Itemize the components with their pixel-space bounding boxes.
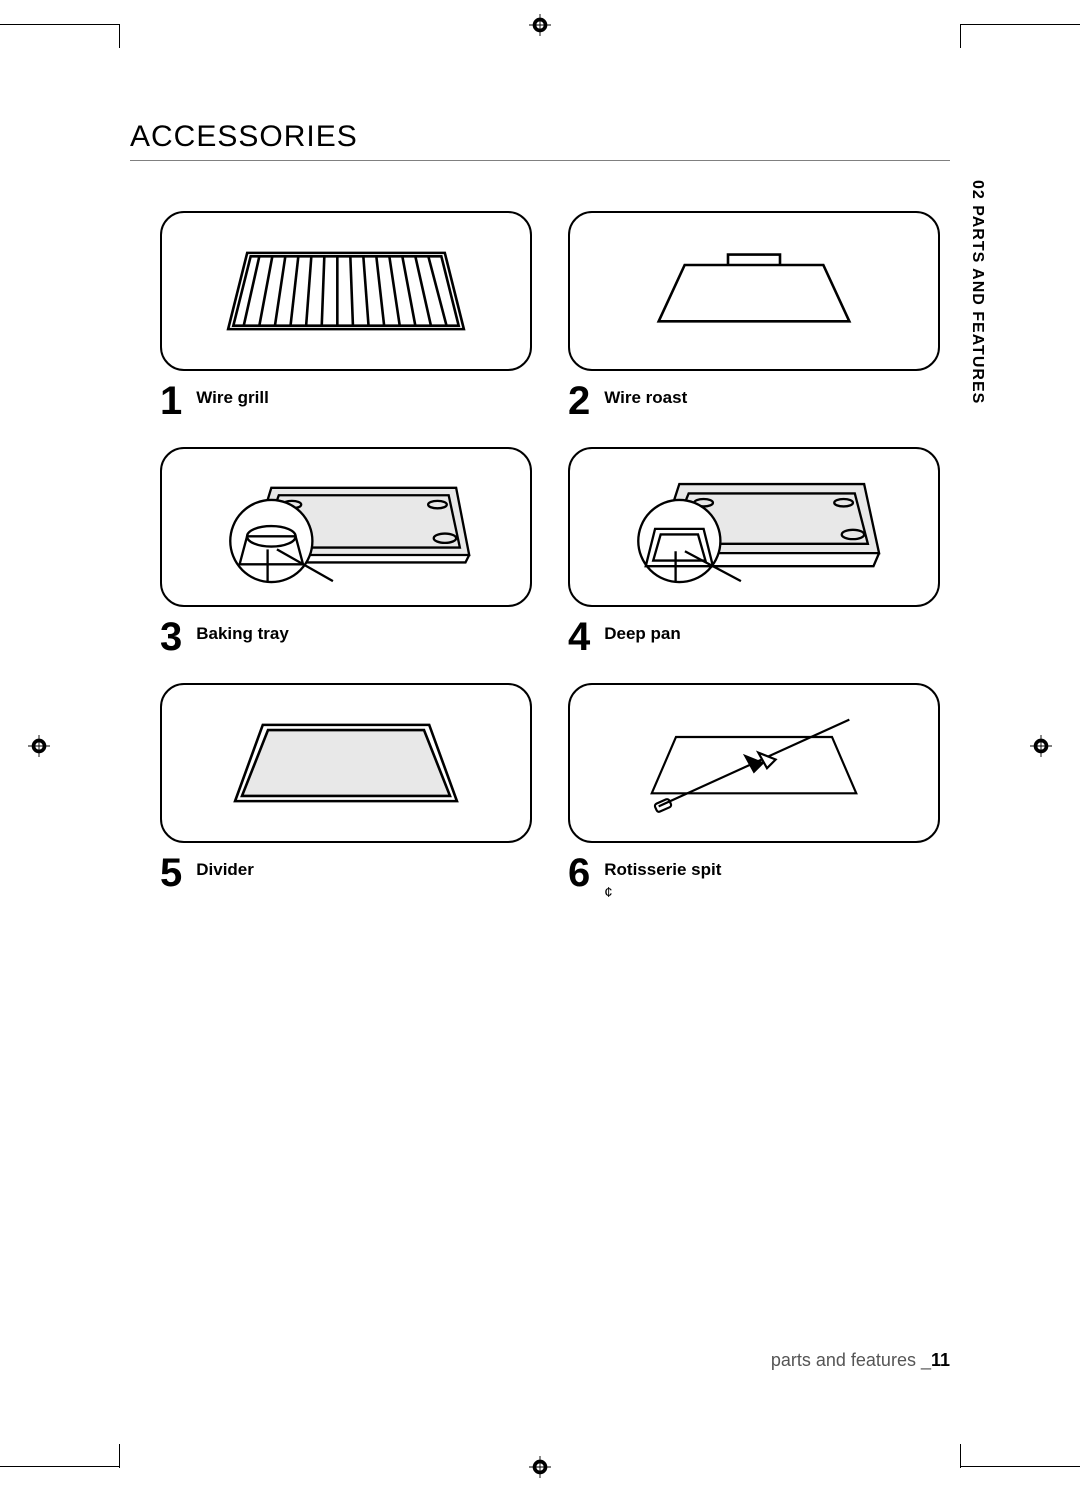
item-label: Deep pan xyxy=(604,617,681,645)
caption: 6 Rotisserie spit ¢ xyxy=(568,853,940,903)
divider-icon xyxy=(160,683,532,843)
item-number: 4 xyxy=(568,617,590,657)
item-number: 5 xyxy=(160,853,182,893)
accessory-item: 4 Deep pan xyxy=(568,447,940,657)
item-number: 2 xyxy=(568,381,590,421)
deep-pan-icon xyxy=(568,447,940,607)
item-label: Divider xyxy=(196,853,254,881)
crop-corner xyxy=(0,1466,120,1467)
item-label-sub: ¢ xyxy=(604,884,612,901)
registration-mark-icon xyxy=(529,1456,551,1478)
accessory-item: 3 Baking tray xyxy=(160,447,532,657)
item-number: 1 xyxy=(160,381,182,421)
accessory-item: 6 Rotisserie spit ¢ xyxy=(568,683,940,903)
item-label: Wire roast xyxy=(604,381,687,409)
caption: 1 Wire grill xyxy=(160,381,532,421)
caption: 3 Baking tray xyxy=(160,617,532,657)
crop-marks-top xyxy=(0,24,1080,25)
caption: 5 Divider xyxy=(160,853,532,893)
item-number: 3 xyxy=(160,617,182,657)
page-content: ACCESSORIES 02 PARTS AND FEATURES xyxy=(130,120,950,1371)
side-section-tab: 02 PARTS AND FEATURES xyxy=(968,180,986,404)
crop-corner xyxy=(960,1466,1080,1467)
crop-marks-bottom xyxy=(0,1466,1080,1467)
registration-mark-icon xyxy=(529,14,551,36)
wire-grill-icon xyxy=(160,211,532,371)
registration-mark-icon xyxy=(28,735,50,757)
accessories-grid: 1 Wire grill 2 Wire roast xyxy=(130,211,950,903)
baking-tray-icon xyxy=(160,447,532,607)
crop-corner xyxy=(960,24,1080,25)
item-label: Wire grill xyxy=(196,381,269,409)
rotisserie-spit-icon xyxy=(568,683,940,843)
accessory-item: 1 Wire grill xyxy=(160,211,532,421)
section-title: ACCESSORIES xyxy=(130,120,950,161)
caption: 2 Wire roast xyxy=(568,381,940,421)
item-label: Rotisserie spit ¢ xyxy=(604,853,721,903)
footer-text: parts and features _ xyxy=(771,1350,931,1370)
registration-mark-icon xyxy=(1030,735,1052,757)
accessory-item: 2 Wire roast xyxy=(568,211,940,421)
footer-page-number: 11 xyxy=(931,1350,950,1370)
item-number: 6 xyxy=(568,853,590,893)
item-label: Baking tray xyxy=(196,617,289,645)
caption: 4 Deep pan xyxy=(568,617,940,657)
crop-corner xyxy=(0,24,120,25)
page-footer: parts and features _11 xyxy=(771,1350,950,1371)
wire-roast-icon xyxy=(568,211,940,371)
item-label-text: Rotisserie spit xyxy=(604,860,721,879)
accessory-item: 5 Divider xyxy=(160,683,532,903)
